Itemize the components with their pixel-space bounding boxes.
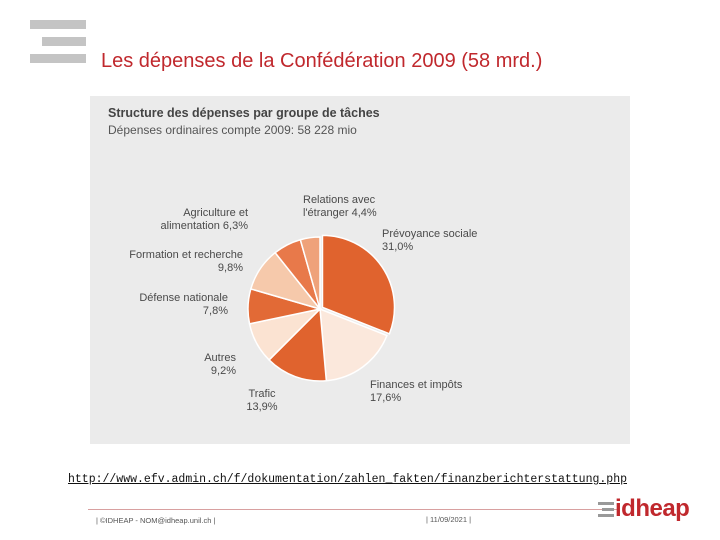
slice-label: Agriculture et alimentation 6,3%: [161, 207, 249, 232]
slice-label: Formation et recherche 9,8%: [129, 249, 243, 274]
chart-title: Structure des dépenses par groupe de tâc…: [108, 106, 380, 120]
pie-slice: [319, 307, 388, 382]
pie-chart: Prévoyance sociale 31,0% Finances et impôt…: [129, 194, 477, 413]
footer-date: | 11/09/2021 |: [426, 515, 472, 524]
chart-subtitle: Dépenses ordinaires compte 2009: 58 228 …: [108, 123, 357, 137]
header-logo-bars: [30, 20, 86, 71]
slice-label: Relations avec l'étranger 4,4%: [303, 194, 377, 219]
source-link[interactable]: http://www.efv.admin.ch/f/dokumentation/…: [68, 473, 627, 486]
slide-title: Les dépenses de la Confédération 2009 (5…: [101, 50, 543, 72]
slice-label: Défense nationale 7,8%: [139, 292, 228, 317]
slice-label: Finances et impôts 17,6%: [370, 379, 463, 404]
idheap-logo: idheap: [598, 495, 690, 526]
chart-panel: Structure des dépenses par groupe de tâc…: [90, 96, 630, 444]
slice-label: Prévoyance sociale 31,0%: [382, 228, 477, 253]
footer-contact: | ©IDHEAP - NOM@idheap.unil.ch |: [96, 516, 216, 525]
brand-name: idheap: [615, 495, 690, 522]
pie-slice: [321, 234, 396, 335]
slice-label: Autres 9,2%: [204, 352, 236, 377]
pie-slice: [268, 307, 328, 382]
slice-label: Trafic 13,9%: [246, 388, 277, 413]
pie-slice: [299, 236, 321, 310]
footer-divider: [88, 509, 618, 510]
